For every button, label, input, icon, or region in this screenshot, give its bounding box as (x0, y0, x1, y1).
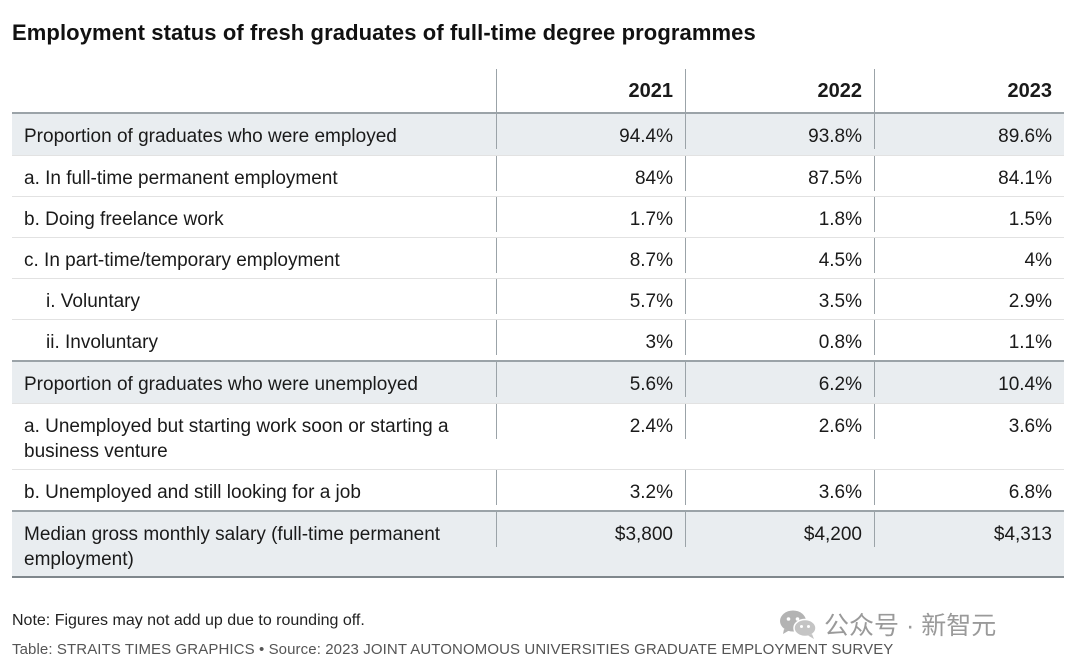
value-cell: 84% (496, 156, 685, 191)
value-cell: 1.5% (874, 197, 1064, 232)
value-cell: 4% (874, 238, 1064, 273)
value-cell: 3.2% (496, 470, 685, 505)
header-label-cell (12, 94, 496, 112)
value-cell: 2.4% (496, 404, 685, 439)
value-cell: 3.6% (874, 404, 1064, 439)
value-cell: 1.1% (874, 320, 1064, 355)
row-label: a. Unemployed but starting work soon or … (24, 416, 449, 462)
value-cell: 0.8% (685, 320, 874, 355)
table-row: a. Unemployed but starting work soon or … (12, 404, 1064, 470)
table-row: ii. Involuntary 3% 0.8% 1.1% (12, 320, 1064, 362)
source-credit: Table: STRAITS TIMES GRAPHICS • Source: … (12, 641, 894, 658)
table-row: Median gross monthly salary (full-time p… (12, 512, 1064, 578)
value-cell: 93.8% (685, 114, 874, 149)
value-cell: 3.5% (685, 279, 874, 314)
table-row: Proportion of graduates who were employe… (12, 114, 1064, 156)
value-cell: 94.4% (496, 114, 685, 149)
table-row: b. Unemployed and still looking for a jo… (12, 470, 1064, 512)
value-cell: 84.1% (874, 156, 1064, 191)
row-label: Proportion of graduates who were unemplo… (24, 374, 418, 395)
row-label: ii. Involuntary (46, 332, 158, 353)
column-header-2022: 2022 (685, 69, 874, 112)
table-row: b. Doing freelance work 1.7% 1.8% 1.5% (12, 197, 1064, 238)
value-cell: 6.2% (685, 362, 874, 397)
value-cell: 2.6% (685, 404, 874, 439)
value-cell: $4,313 (874, 512, 1064, 547)
row-label: Proportion of graduates who were employe… (24, 126, 397, 147)
employment-table: 2021 2022 2023 Proportion of graduates w… (12, 69, 1064, 578)
value-cell: 3.6% (685, 470, 874, 505)
value-cell: 5.7% (496, 279, 685, 314)
table-row: c. In part-time/temporary employment 8.7… (12, 238, 1064, 279)
row-label: Median gross monthly salary (full-time p… (24, 524, 441, 570)
row-label: i. Voluntary (46, 291, 140, 312)
row-label: c. In part-time/temporary employment (24, 250, 340, 271)
value-cell: $4,200 (685, 512, 874, 547)
value-cell: 5.6% (496, 362, 685, 397)
row-label: a. In full-time permanent employment (24, 168, 338, 189)
table-header-row: 2021 2022 2023 (12, 69, 1064, 114)
value-cell: $3,800 (496, 512, 685, 547)
value-cell: 1.7% (496, 197, 685, 232)
wechat-icon (780, 610, 817, 639)
value-cell: 87.5% (685, 156, 874, 191)
page-title: Employment status of fresh graduates of … (12, 20, 756, 45)
value-cell: 1.8% (685, 197, 874, 232)
row-label: b. Doing freelance work (24, 209, 224, 230)
column-header-2021: 2021 (496, 69, 685, 112)
value-cell: 89.6% (874, 114, 1064, 149)
row-label: b. Unemployed and still looking for a jo… (24, 482, 361, 503)
value-cell: 10.4% (874, 362, 1064, 397)
table-row: a. In full-time permanent employment 84%… (12, 156, 1064, 197)
value-cell: 4.5% (685, 238, 874, 273)
watermark-text: 公众号 · 新智元 (824, 612, 997, 640)
table-row: Proportion of graduates who were unemplo… (12, 362, 1064, 404)
value-cell: 3% (496, 320, 685, 355)
column-header-2023: 2023 (874, 69, 1064, 112)
table-row: i. Voluntary 5.7% 3.5% 2.9% (12, 279, 1064, 320)
value-cell: 2.9% (874, 279, 1064, 314)
value-cell: 8.7% (496, 238, 685, 273)
footnote: Note: Figures may not add up due to roun… (12, 612, 365, 629)
watermark: 公众号 · 新智元 (778, 606, 996, 642)
value-cell: 6.8% (874, 470, 1064, 505)
